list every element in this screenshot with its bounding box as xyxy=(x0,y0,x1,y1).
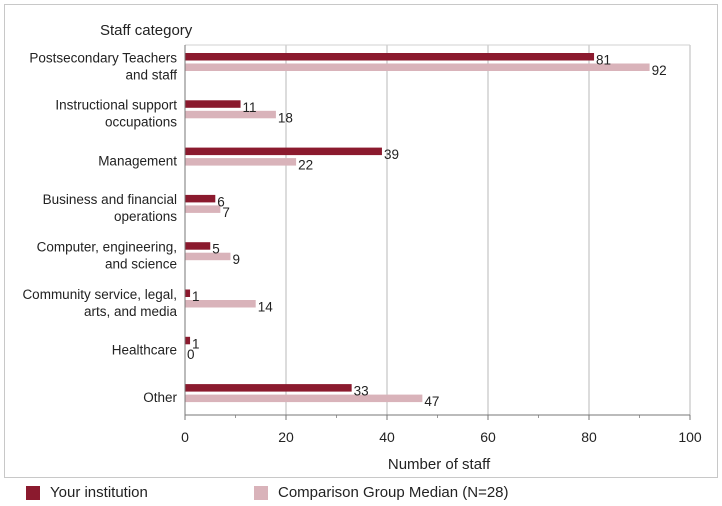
bar-your-institution xyxy=(185,100,241,108)
bar-comparison-median xyxy=(185,110,276,119)
bar-your-institution xyxy=(185,147,382,156)
data-label: 7 xyxy=(222,205,230,220)
bar-your-institution xyxy=(185,53,595,61)
legend-label: Comparison Group Median (N=28) xyxy=(278,484,509,501)
data-label: 39 xyxy=(384,147,399,162)
data-label: 18 xyxy=(278,110,293,125)
category-label: Instructional support xyxy=(55,98,177,113)
data-label: 92 xyxy=(652,63,667,78)
legend-item-your-institution: Your institution xyxy=(26,484,148,501)
bar-comparison-median xyxy=(185,394,423,403)
category-label: Computer, engineering, xyxy=(37,239,177,254)
category-label: Other xyxy=(143,390,177,405)
bar-your-institution xyxy=(185,194,216,203)
x-tick-label: 20 xyxy=(278,429,294,445)
category-label: Healthcare xyxy=(112,343,177,358)
x-tick-label: 100 xyxy=(678,429,702,445)
data-label: 81 xyxy=(596,53,611,68)
category-label: operations xyxy=(114,209,177,224)
category-label: arts, and media xyxy=(84,304,178,319)
data-label: 1 xyxy=(192,336,200,351)
bar-comparison-median xyxy=(185,158,297,166)
category-label: Management xyxy=(98,153,177,168)
data-label: 33 xyxy=(354,384,369,399)
category-label: Community service, legal, xyxy=(22,287,177,302)
data-label: 6 xyxy=(217,194,225,209)
bar-your-institution xyxy=(185,289,191,297)
chart-frame: Staff category Postsecondary Teachers and… xyxy=(4,4,718,478)
legend-swatch xyxy=(254,485,268,500)
bar-comparison-median xyxy=(185,205,221,213)
x-tick-label: 0 xyxy=(181,429,189,445)
data-label: 47 xyxy=(424,394,439,409)
data-label: 11 xyxy=(243,100,257,115)
data-label: 1 xyxy=(192,289,200,304)
bar-comparison-median xyxy=(185,300,256,308)
bar-comparison-median xyxy=(185,252,231,261)
x-tick-label: 40 xyxy=(379,429,395,445)
legend-item-comparison-median: Comparison Group Median (N=28) xyxy=(254,484,509,501)
category-label: and science xyxy=(105,256,177,271)
data-label: 0 xyxy=(187,347,195,362)
x-tick-label: 80 xyxy=(581,429,597,445)
bar-chart: Staff category Postsecondary Teachers and… xyxy=(22,22,702,473)
chart-legend: Your institution Comparison Group Median… xyxy=(4,478,718,506)
data-label: 9 xyxy=(232,252,240,267)
category-label: Postsecondary Teachers xyxy=(29,50,177,65)
x-axis-label: Number of staff xyxy=(388,456,491,473)
data-label: 22 xyxy=(298,158,313,173)
x-tick-label: 60 xyxy=(480,429,496,445)
chart-title: Staff category xyxy=(100,22,193,39)
data-label: 14 xyxy=(258,300,274,315)
legend-label: Your institution xyxy=(50,484,148,501)
legend-swatch xyxy=(26,485,40,500)
bar-your-institution xyxy=(185,384,352,392)
data-label: 5 xyxy=(212,242,220,257)
category-label: and staff xyxy=(125,67,177,82)
bar-comparison-median xyxy=(185,63,650,71)
category-label: Business and financial xyxy=(43,192,177,207)
bar-your-institution xyxy=(185,242,211,250)
category-label: occupations xyxy=(105,115,177,130)
bar-your-institution xyxy=(185,336,191,345)
